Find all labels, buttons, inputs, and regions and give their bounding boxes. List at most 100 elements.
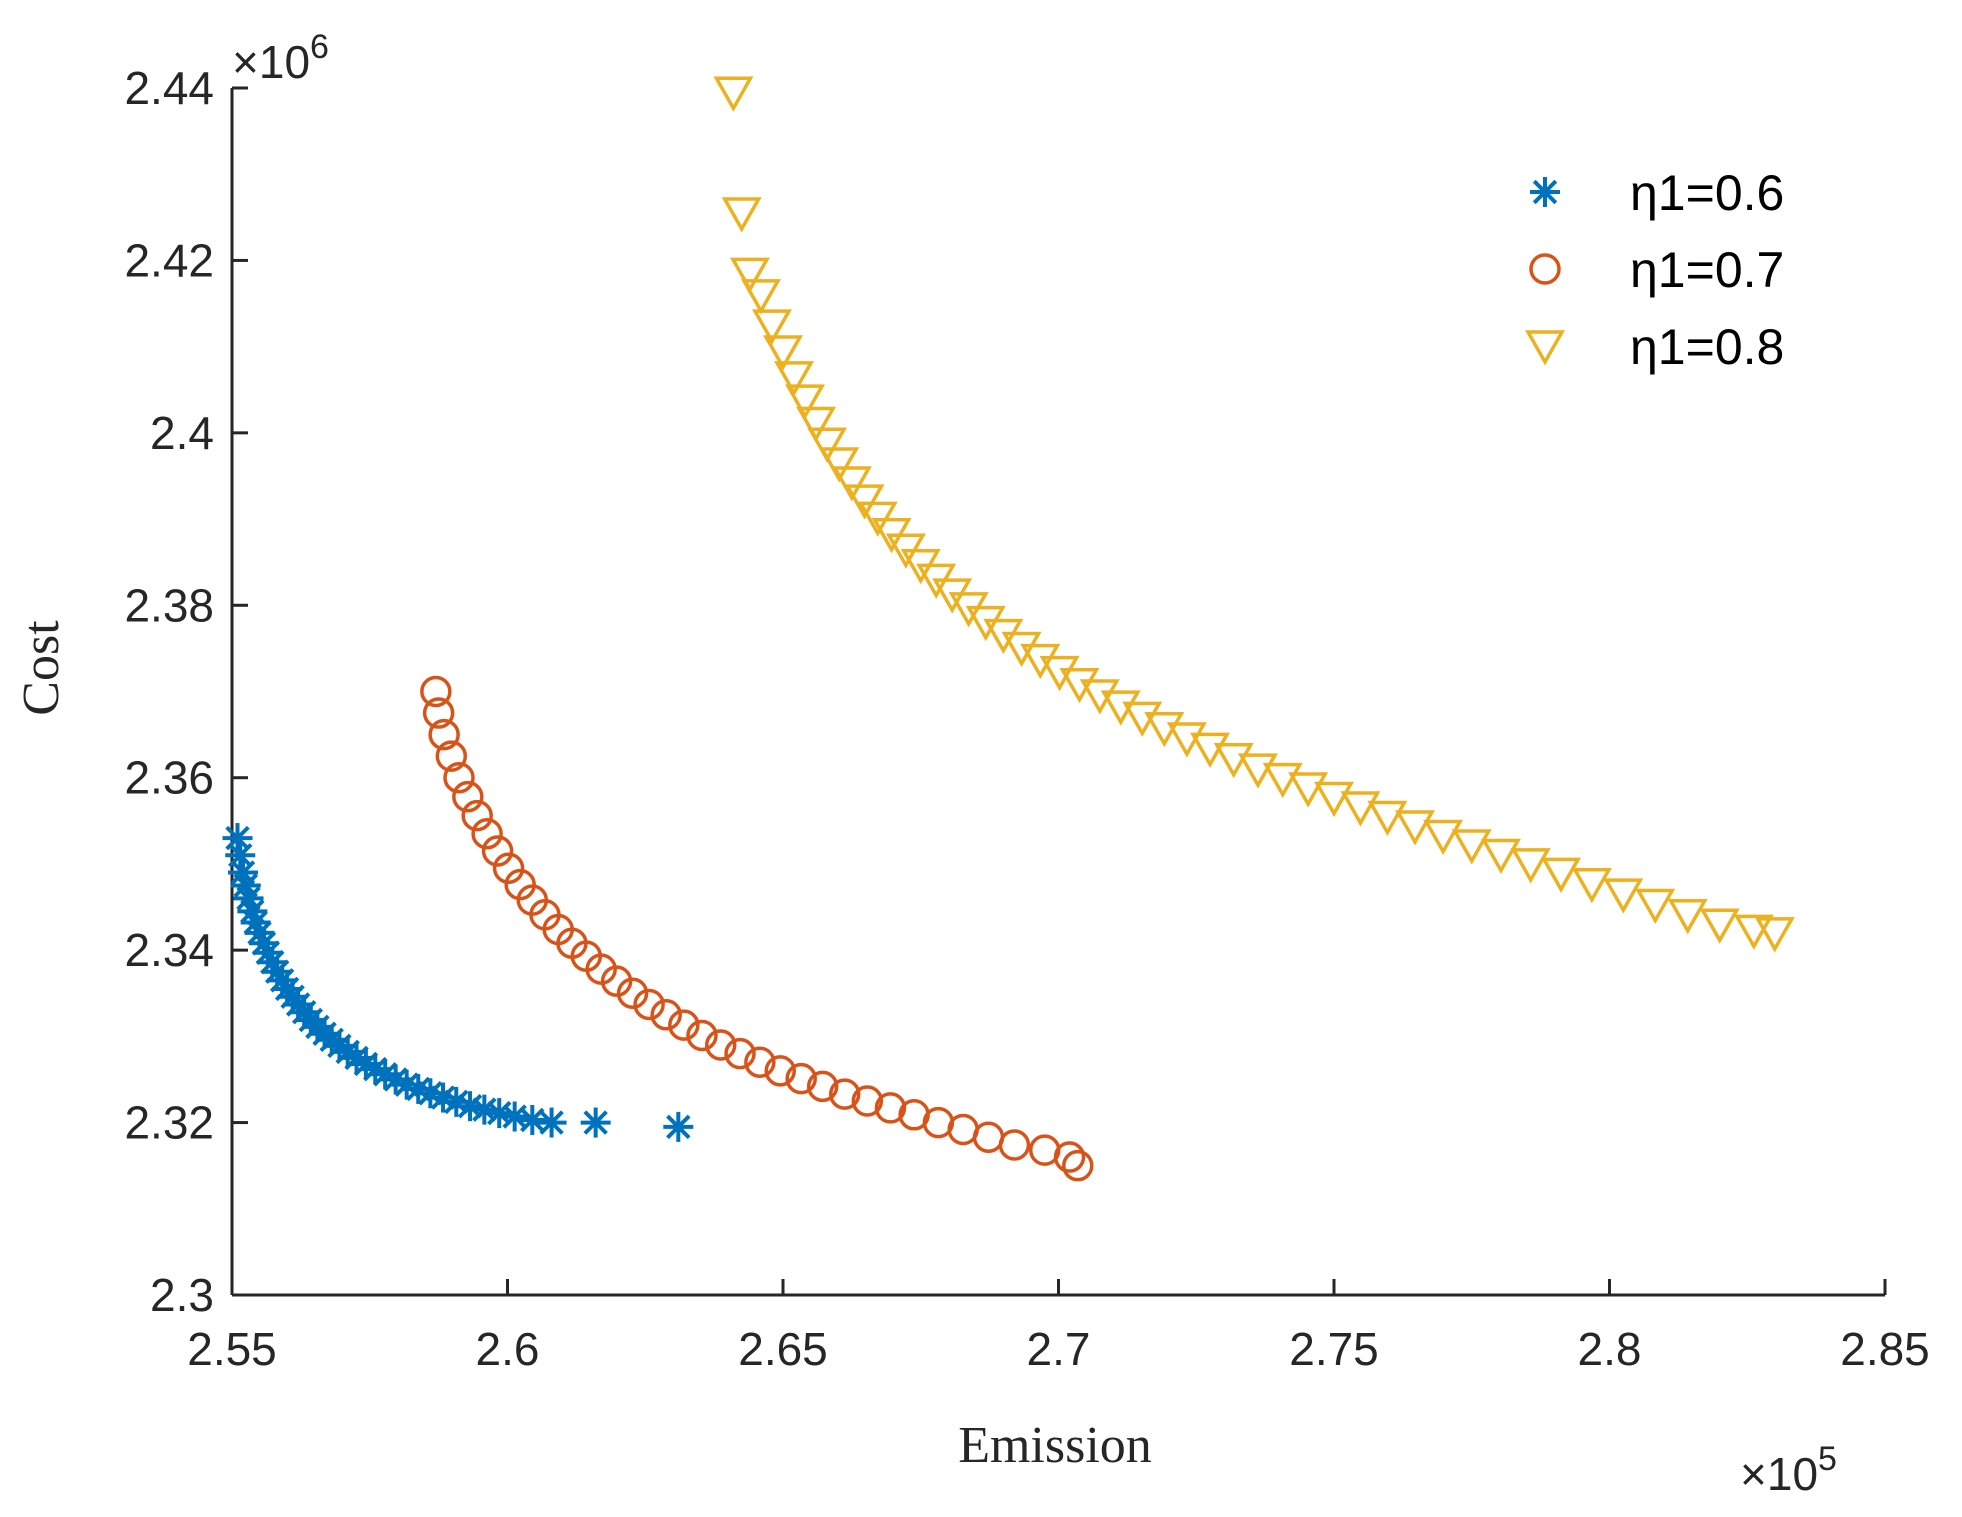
data-point — [1667, 899, 1708, 935]
data-point — [471, 818, 503, 850]
y-axis-label: Cost — [13, 620, 70, 716]
data-point — [819, 447, 860, 483]
data-point — [764, 1055, 796, 1087]
data-point — [796, 406, 837, 443]
data-point — [998, 1129, 1031, 1161]
data-point — [785, 1062, 817, 1095]
data-point — [1039, 655, 1080, 692]
data-point — [704, 1029, 737, 1061]
data-point — [1571, 868, 1612, 904]
data-point — [1754, 917, 1795, 953]
data-point — [443, 761, 475, 794]
x-axis-label: Emission — [958, 1417, 1152, 1474]
data-point — [713, 76, 754, 112]
legend-item: η1=0.8 — [1524, 319, 1784, 375]
data-point — [740, 279, 781, 315]
data-point — [774, 361, 815, 397]
data-point — [828, 1078, 861, 1110]
data-point — [785, 384, 826, 420]
data-point — [1699, 908, 1740, 944]
data-point — [650, 999, 682, 1031]
data-point — [536, 1107, 567, 1138]
y-tick-label: 2.3 — [150, 1269, 214, 1321]
series-2 — [420, 675, 1094, 1182]
data-point — [481, 835, 514, 867]
data-point — [428, 1082, 459, 1113]
data-point — [1059, 667, 1100, 704]
legend-marker — [1524, 330, 1566, 366]
data-point — [517, 1104, 548, 1135]
data-point — [762, 335, 804, 371]
data-point — [1062, 1149, 1094, 1182]
x-tick-label: 2.8 — [1578, 1323, 1642, 1375]
y-exponent-base: ×10 — [232, 36, 310, 88]
x-tick-label: 2.75 — [1289, 1323, 1379, 1375]
y-tick-label: 2.44 — [124, 62, 214, 114]
data-point — [1394, 810, 1436, 846]
data-point — [633, 988, 665, 1021]
data-point — [1423, 819, 1464, 856]
legend-item: η1=0.7 — [1529, 242, 1784, 298]
data-point — [721, 197, 762, 233]
data-point — [806, 1070, 839, 1103]
data-point — [983, 618, 1024, 655]
data-point — [686, 1019, 718, 1052]
data-point — [420, 675, 452, 708]
series-1 — [222, 823, 694, 1142]
y-tick-label: 2.4 — [150, 407, 214, 459]
data-point — [1053, 1141, 1086, 1173]
data-point — [1340, 791, 1381, 827]
data-point — [724, 1037, 756, 1070]
y-tick-label: 2.36 — [124, 752, 214, 804]
svg-text:×106: ×106 — [232, 28, 329, 88]
data-point — [415, 1078, 446, 1109]
axis-ticks: 2.55 2.6 2.65 2.7 2.75 2.8 2.85 2.3 2.32 2.34 2.36… — [124, 62, 1929, 1375]
legend-marker — [1529, 253, 1561, 285]
legend-label: η1=0.6 — [1630, 165, 1784, 221]
y-tick-label: 2.32 — [124, 1097, 214, 1149]
data-point — [1190, 732, 1231, 768]
series-3 — [713, 76, 1795, 953]
data-point — [435, 740, 468, 772]
data-point — [1262, 762, 1303, 799]
data-point — [1480, 838, 1521, 874]
data-point — [492, 852, 525, 884]
data-point — [1510, 848, 1551, 884]
x-exponent-base: ×10 — [1740, 1448, 1818, 1500]
data-point — [965, 605, 1006, 642]
data-point — [844, 484, 885, 520]
data-point — [461, 799, 493, 832]
data-point — [1001, 631, 1042, 668]
x-tick-label: 2.55 — [187, 1323, 277, 1375]
data-point — [831, 466, 872, 502]
data-point — [1733, 914, 1774, 950]
x-tick-label: 2.85 — [1840, 1323, 1930, 1375]
data-point — [1288, 772, 1329, 808]
data-point — [668, 1009, 700, 1041]
data-point — [1313, 781, 1355, 818]
y-exponent-power: 6 — [310, 28, 329, 66]
x-exponent-power: 5 — [1818, 1440, 1837, 1478]
data-point — [729, 257, 770, 293]
data-point — [1079, 679, 1120, 715]
data-point — [807, 427, 848, 463]
x-exponent: ×105 — [1740, 1440, 1837, 1500]
y-exponent: ×106 — [232, 28, 329, 88]
data-point — [391, 1069, 422, 1100]
data-point — [1603, 878, 1644, 914]
data-point — [1367, 800, 1408, 837]
x-tick-label: 2.65 — [738, 1323, 828, 1375]
x-tick-label: 2.6 — [476, 1323, 540, 1375]
data-point — [663, 1111, 694, 1142]
x-tick-label: 2.7 — [1027, 1323, 1091, 1375]
data-point — [422, 697, 455, 729]
legend-item: η1=0.6 — [1530, 165, 1784, 221]
data-point — [851, 1085, 884, 1117]
data-point — [751, 309, 792, 345]
data-series — [222, 76, 1795, 1182]
data-point — [1166, 722, 1207, 758]
svg-text:×105: ×105 — [1740, 1440, 1837, 1500]
data-point — [1541, 857, 1582, 893]
data-point — [580, 1107, 611, 1138]
